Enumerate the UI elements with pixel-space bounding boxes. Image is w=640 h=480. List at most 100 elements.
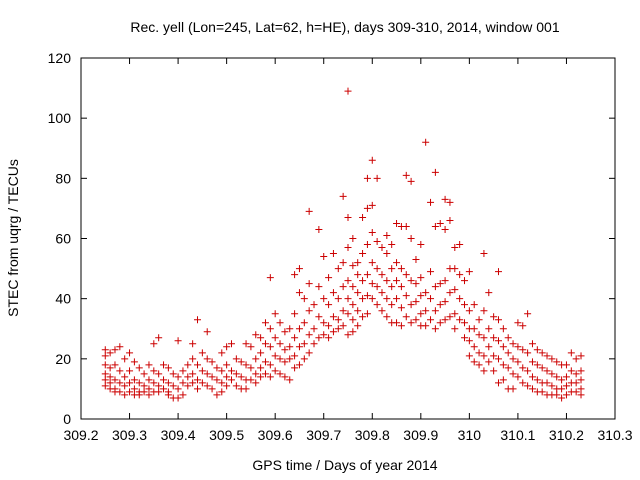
data-point [218, 379, 226, 387]
data-point [261, 340, 269, 348]
data-point [494, 268, 502, 276]
data-point [499, 325, 507, 333]
data-point [553, 373, 561, 381]
data-point [383, 231, 391, 239]
data-point [208, 385, 216, 393]
data-point [490, 352, 498, 360]
data-point [363, 310, 371, 318]
data-point [465, 268, 473, 276]
data-point [397, 304, 405, 312]
data-point [130, 376, 138, 384]
data-point [441, 195, 449, 203]
data-point [325, 322, 333, 330]
data-point [533, 346, 541, 354]
data-point [485, 343, 493, 351]
data-point [349, 235, 357, 242]
data-point [266, 274, 274, 282]
data-point [252, 331, 260, 339]
data-point [494, 316, 502, 324]
data-point [441, 225, 449, 233]
data-point [558, 385, 566, 393]
y-tick-label: 40 [55, 291, 71, 307]
data-point [106, 364, 114, 372]
data-point [126, 349, 134, 357]
data-point [499, 376, 507, 384]
data-point [383, 277, 391, 285]
data-point [223, 382, 231, 390]
data-point [553, 391, 561, 399]
data-point [106, 349, 114, 357]
data-point [475, 349, 483, 357]
data-point [475, 361, 483, 369]
data-point [111, 346, 119, 354]
x-tick-label: 309.3 [112, 427, 147, 443]
data-point [548, 382, 556, 390]
data-point [257, 373, 265, 381]
data-point [461, 319, 469, 327]
data-point [121, 391, 129, 399]
x-tick-label: 310.2 [549, 427, 584, 443]
data-point [203, 382, 211, 390]
data-point [276, 340, 284, 348]
data-point [363, 174, 371, 182]
data-point [174, 385, 182, 393]
data-point [310, 325, 318, 333]
data-point [562, 373, 570, 381]
data-point [237, 373, 245, 381]
data-point [354, 259, 362, 267]
data-point [150, 340, 158, 348]
data-point [179, 379, 187, 387]
data-point [393, 277, 401, 285]
data-point [359, 313, 367, 321]
data-point [189, 340, 197, 348]
data-point [451, 325, 459, 333]
data-point [577, 367, 585, 375]
data-point [431, 168, 439, 176]
data-point [480, 250, 488, 258]
data-point [373, 283, 381, 291]
data-point [271, 334, 279, 342]
data-point [441, 298, 449, 306]
data-point [101, 376, 109, 384]
data-point [252, 379, 260, 387]
y-tick-label: 0 [63, 411, 71, 427]
data-point [407, 235, 415, 242]
data-point [470, 358, 478, 366]
data-point [227, 340, 235, 348]
data-point [300, 319, 308, 327]
data-points [101, 87, 585, 402]
data-point [218, 367, 226, 375]
data-point [164, 379, 172, 387]
data-point [252, 370, 260, 378]
data-point [393, 295, 401, 303]
data-point [174, 373, 182, 381]
data-point [363, 271, 371, 279]
data-point [519, 346, 527, 354]
data-point [509, 370, 517, 378]
data-point [130, 385, 138, 393]
data-point [446, 313, 454, 321]
y-axis: 0 20 40 60 80 100 120 [48, 50, 615, 427]
data-point [349, 301, 357, 309]
data-point [461, 277, 469, 285]
data-point [315, 313, 323, 321]
data-point [514, 343, 522, 351]
data-point [300, 355, 308, 363]
data-point [232, 382, 240, 390]
data-point [160, 385, 168, 393]
data-point [470, 343, 478, 351]
data-point [155, 334, 163, 342]
data-point [252, 355, 260, 363]
data-point [562, 391, 570, 399]
data-point [223, 373, 231, 381]
data-point [485, 358, 493, 366]
data-point [315, 334, 323, 342]
data-point [509, 385, 517, 393]
data-point [140, 388, 148, 396]
data-point [315, 225, 323, 233]
data-point [223, 343, 231, 351]
data-point [368, 295, 376, 303]
data-point [184, 373, 192, 381]
data-point [145, 361, 153, 369]
data-point [397, 322, 405, 330]
